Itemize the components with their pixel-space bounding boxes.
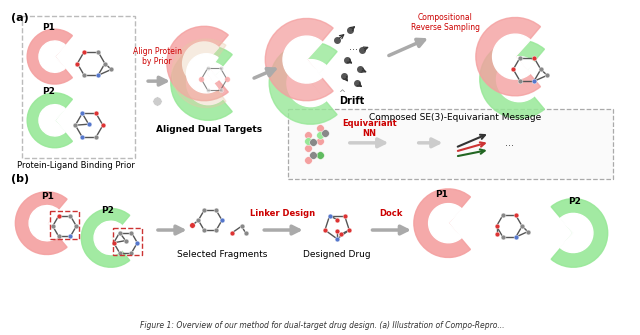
Wedge shape: [551, 199, 608, 267]
Text: P1: P1: [435, 190, 449, 199]
Wedge shape: [81, 208, 130, 267]
Wedge shape: [283, 36, 323, 83]
Wedge shape: [39, 41, 65, 72]
Wedge shape: [429, 204, 461, 243]
Text: Equivariant
NN: Equivariant NN: [342, 119, 397, 138]
Text: Align Protein
by Prior: Align Protein by Prior: [132, 47, 182, 66]
Text: Compositional
Reverse Sampling: Compositional Reverse Sampling: [411, 13, 480, 32]
Wedge shape: [172, 39, 226, 108]
Text: P2: P2: [101, 206, 114, 215]
Wedge shape: [39, 105, 65, 136]
Wedge shape: [497, 57, 534, 102]
Text: Linker Design: Linker Design: [250, 209, 316, 218]
Wedge shape: [171, 46, 232, 120]
Wedge shape: [182, 42, 219, 85]
Text: Drift: Drift: [339, 96, 365, 106]
Wedge shape: [480, 40, 545, 118]
Wedge shape: [186, 62, 223, 105]
Text: P1: P1: [41, 192, 54, 201]
Text: Selected Fragments: Selected Fragments: [177, 250, 267, 259]
Text: ...: ...: [349, 42, 358, 52]
Text: (b): (b): [12, 174, 29, 184]
Wedge shape: [15, 192, 67, 255]
Wedge shape: [414, 189, 470, 258]
Text: Dock: Dock: [380, 209, 403, 218]
Wedge shape: [493, 34, 531, 79]
Text: ...: ...: [505, 138, 514, 148]
Wedge shape: [167, 26, 228, 101]
Wedge shape: [186, 54, 218, 93]
Text: Composed SE(3)-Equivariant Message: Composed SE(3)-Equivariant Message: [369, 114, 541, 123]
Text: Designed Drug: Designed Drug: [303, 250, 371, 259]
Bar: [113, 228, 142, 256]
Text: (a): (a): [12, 13, 29, 22]
Text: ^: ^: [339, 89, 346, 98]
Text: P2: P2: [568, 197, 581, 206]
Wedge shape: [269, 42, 337, 124]
Bar: [50, 211, 79, 239]
Text: Figure 1: Overview of our method for dual-target drug design. (a) Illustration o: Figure 1: Overview of our method for dua…: [140, 321, 504, 330]
Bar: [22, 15, 136, 157]
Wedge shape: [560, 213, 593, 253]
Wedge shape: [265, 18, 333, 101]
Wedge shape: [476, 17, 541, 96]
Text: P2: P2: [42, 87, 55, 96]
Wedge shape: [27, 93, 72, 148]
Wedge shape: [287, 60, 326, 107]
Text: Protein-Ligand Binding Prior: Protein-Ligand Binding Prior: [17, 161, 135, 171]
Bar: [288, 109, 612, 179]
Text: P1: P1: [42, 23, 55, 32]
Wedge shape: [29, 206, 59, 241]
Wedge shape: [94, 221, 122, 255]
Text: Aligned Dual Targets: Aligned Dual Targets: [156, 125, 262, 134]
Wedge shape: [27, 29, 72, 84]
